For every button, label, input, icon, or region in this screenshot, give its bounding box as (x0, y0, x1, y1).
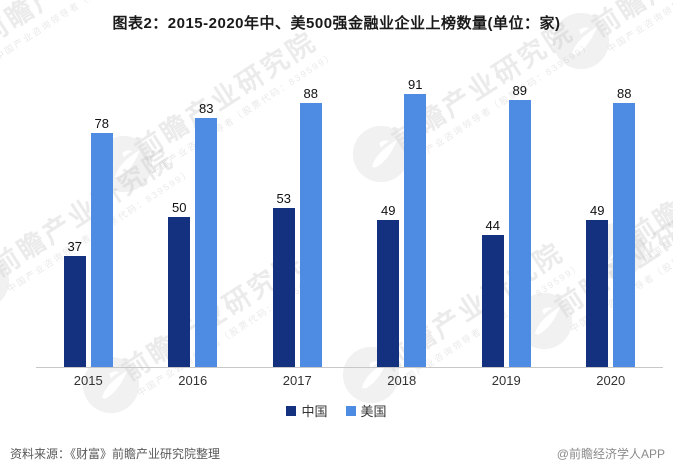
bar-column: 53 (272, 191, 295, 367)
source-note: 资料来源：《财富》前瞻产业研究院整理 (10, 447, 221, 461)
value-label: 49 (381, 203, 396, 218)
bar-中国-2019 (481, 235, 504, 367)
bar-中国-2015 (63, 256, 86, 367)
plot-area: 37 78 50 83 53 88 49 91 44 89 49 88 (36, 57, 663, 367)
bar-column: 50 (168, 200, 191, 367)
bar-column: 49 (586, 203, 609, 367)
bar-中国-2017 (272, 208, 295, 367)
value-label: 53 (276, 191, 291, 206)
bar-美国-2020 (613, 103, 636, 367)
legend-label: 美国 (360, 404, 387, 419)
legend-swatch (286, 405, 297, 416)
x-tick-label-2019: 2019 (491, 373, 521, 388)
bar-column: 88 (613, 86, 636, 367)
credit-note: @前瞻经济学人APP (556, 447, 665, 461)
chart-title: 图表2：2015-2020年中、美500强金融业企业上榜数量(单位：家) (112, 15, 561, 32)
bar-美国-2016 (195, 118, 218, 367)
value-label: 88 (617, 86, 632, 101)
bar-group-2016: 50 83 (141, 102, 246, 367)
x-axis-line (36, 367, 663, 368)
x-axis-labels: 2015 2016 2017 2018 2019 2020 (36, 373, 663, 388)
bar-中国-2020 (586, 220, 609, 367)
footer: 资料来源：《财富》前瞻产业研究院整理 @前瞻经济学人APP (10, 445, 665, 462)
bar-column: 49 (377, 203, 400, 367)
value-label: 50 (172, 200, 187, 215)
x-tick-label-2018: 2018 (387, 373, 417, 388)
bar-column: 91 (404, 77, 427, 367)
legend-item-中国: 中国 (286, 401, 328, 420)
bar-group-2018: 49 91 (350, 78, 455, 367)
value-label: 91 (408, 77, 423, 92)
bar-column: 78 (90, 116, 113, 367)
value-label: 89 (512, 83, 527, 98)
bar-美国-2015 (90, 133, 113, 367)
bar-column: 37 (63, 239, 86, 367)
x-tick-label-2020: 2020 (596, 373, 626, 388)
bar-group-2019: 44 89 (454, 84, 559, 367)
bar-column: 44 (481, 218, 504, 367)
legend: 中国 美国 (0, 401, 673, 420)
x-tick-label-2015: 2015 (73, 373, 103, 388)
value-label: 88 (303, 86, 318, 101)
legend-swatch (345, 405, 356, 416)
bar-美国-2017 (299, 103, 322, 367)
bar-group-2017: 53 88 (245, 87, 350, 367)
bar-column: 89 (508, 83, 531, 367)
value-label: 37 (67, 239, 82, 254)
legend-item-美国: 美国 (345, 401, 387, 420)
bar-美国-2018 (404, 94, 427, 367)
bars-row: 37 78 50 83 53 88 49 91 44 89 49 88 (36, 57, 663, 367)
bar-column: 88 (299, 86, 322, 367)
bar-column: 83 (195, 101, 218, 367)
bar-中国-2018 (377, 220, 400, 367)
legend-label: 中国 (301, 404, 328, 419)
value-label: 83 (199, 101, 214, 116)
x-tick-label-2016: 2016 (178, 373, 208, 388)
value-label: 78 (94, 116, 109, 131)
value-label: 44 (485, 218, 500, 233)
x-tick-label-2017: 2017 (282, 373, 312, 388)
bar-group-2020: 49 88 (559, 87, 664, 367)
bar-中国-2016 (168, 217, 191, 367)
bar-group-2015: 37 78 (36, 117, 141, 367)
value-label: 49 (590, 203, 605, 218)
bar-美国-2019 (508, 100, 531, 367)
